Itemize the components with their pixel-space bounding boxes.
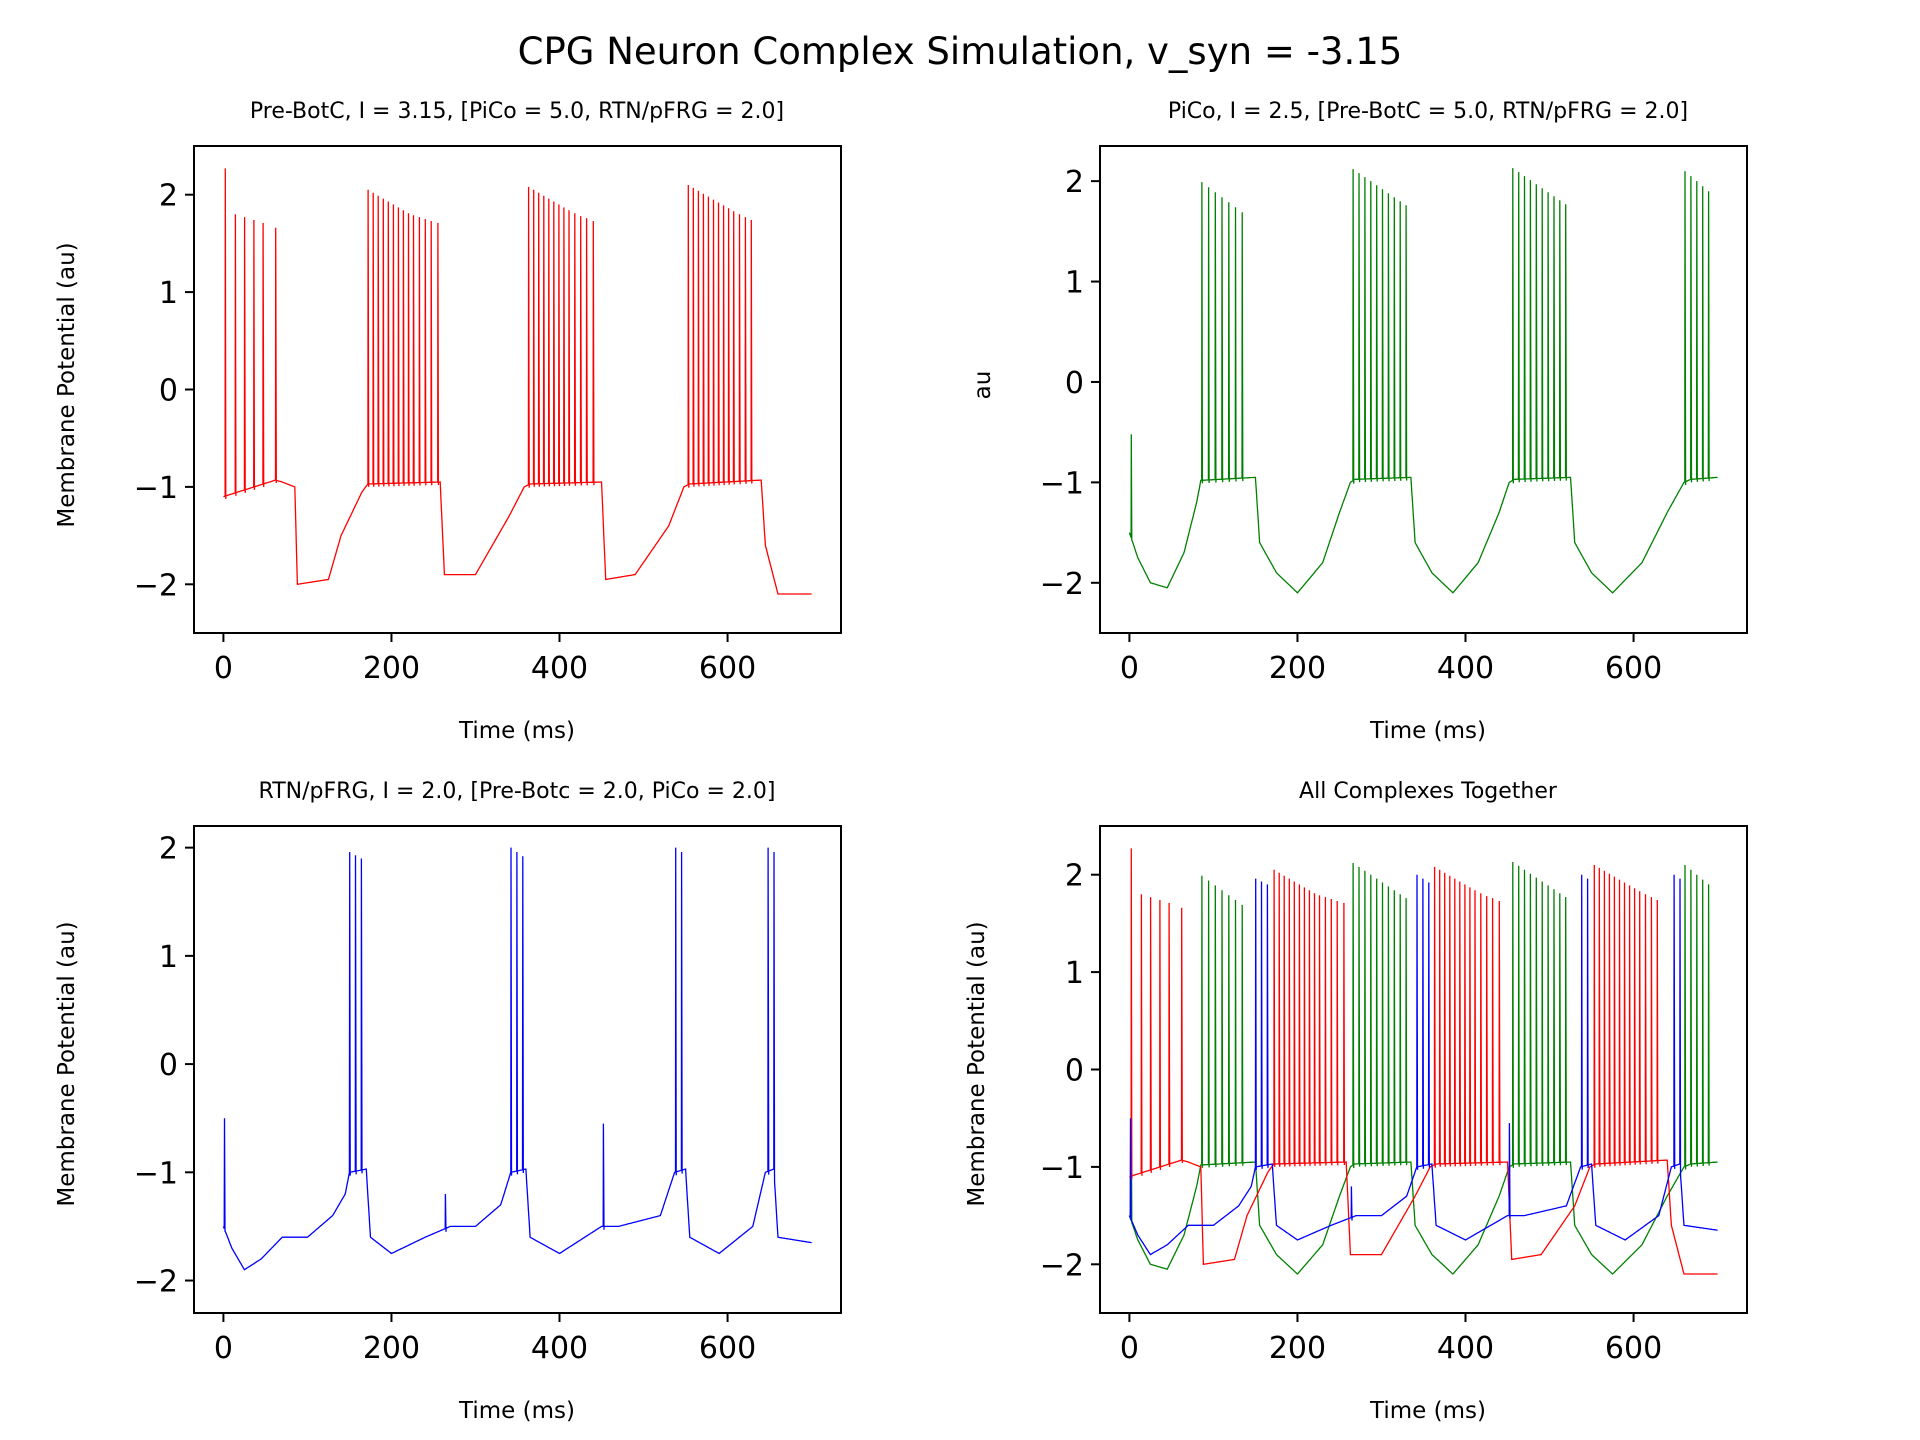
y-tick-label: −2 bbox=[134, 568, 178, 603]
panel-pre-botc-ylabel: Membrane Potential (au) bbox=[54, 242, 80, 527]
y-tick-label: −1 bbox=[134, 471, 178, 506]
panel-pre-botc-title: Pre-BotC, I = 3.15, [PiCo = 5.0, RTN/pFR… bbox=[250, 99, 784, 124]
x-tick-label: 600 bbox=[699, 651, 756, 686]
y-tick-label: 1 bbox=[1065, 956, 1084, 991]
y-tick-label: −2 bbox=[1040, 567, 1084, 602]
series-line-0 bbox=[1128, 168, 1718, 594]
x-tick-label: 0 bbox=[1120, 1331, 1139, 1366]
x-tick-label: 400 bbox=[531, 1331, 588, 1366]
y-tick-label: 2 bbox=[1065, 859, 1084, 894]
panel-pre-botc: Pre-BotC, I = 3.15, [PiCo = 5.0, RTN/pFR… bbox=[54, 99, 842, 744]
series-line-0 bbox=[222, 847, 812, 1271]
y-tick-label: 0 bbox=[159, 1048, 178, 1083]
panel-pico-title: PiCo, I = 2.5, [Pre-BotC = 5.0, RTN/pFRG… bbox=[1168, 99, 1688, 124]
x-tick-label: 600 bbox=[699, 1331, 756, 1366]
y-tick-label: −1 bbox=[134, 1156, 178, 1191]
x-tick-label: 400 bbox=[1437, 651, 1494, 686]
y-tick-label: 2 bbox=[159, 179, 178, 214]
panel-rtn-pfrg: RTN/pFRG, I = 2.0, [Pre-Botc = 2.0, PiCo… bbox=[54, 779, 842, 1424]
axes-frame bbox=[1099, 145, 1748, 634]
panel-pre-botc-xlabel: Time (ms) bbox=[458, 718, 575, 744]
x-tick-label: 200 bbox=[1269, 651, 1326, 686]
x-tick-label: 200 bbox=[363, 1331, 420, 1366]
panel-rtn-pfrg-title: RTN/pFRG, I = 2.0, [Pre-Botc = 2.0, PiCo… bbox=[259, 779, 776, 804]
y-tick-label: 2 bbox=[159, 832, 178, 867]
panel-all-ylabel: Membrane Potential (au) bbox=[964, 921, 990, 1206]
x-tick-label: 600 bbox=[1605, 1331, 1662, 1366]
panel-rtn-pfrg-xlabel: Time (ms) bbox=[458, 1398, 575, 1424]
x-tick-label: 200 bbox=[363, 651, 420, 686]
y-tick-label: 0 bbox=[159, 374, 178, 409]
panel-pico: PiCo, I = 2.5, [Pre-BotC = 5.0, RTN/pFRG… bbox=[970, 99, 1748, 744]
x-tick-label: 400 bbox=[531, 651, 588, 686]
panel-pre-botc-plot: 0 200 400 600 2 1 0 −1 −2 bbox=[134, 145, 842, 686]
series-line-0 bbox=[1128, 861, 1718, 1275]
series-line-2 bbox=[1128, 874, 1718, 1256]
panel-pico-xlabel: Time (ms) bbox=[1369, 718, 1486, 744]
x-tick-label: 0 bbox=[214, 651, 233, 686]
x-tick-label: 0 bbox=[1120, 651, 1139, 686]
y-tick-label: −2 bbox=[134, 1265, 178, 1300]
panel-pico-ylabel: au bbox=[970, 371, 996, 400]
y-tick-label: 0 bbox=[1065, 366, 1084, 401]
axes-frame bbox=[193, 145, 842, 634]
y-tick-label: −2 bbox=[1040, 1248, 1084, 1283]
x-tick-label: 400 bbox=[1437, 1331, 1494, 1366]
x-tick-label: 0 bbox=[214, 1331, 233, 1366]
y-tick-label: 1 bbox=[159, 940, 178, 975]
x-tick-label: 600 bbox=[1605, 651, 1662, 686]
y-tick-label: −1 bbox=[1040, 1151, 1084, 1186]
series-line-1 bbox=[1129, 848, 1718, 1275]
panel-all-plot: 0 200 400 600 2 1 0 −1 −2 bbox=[1040, 825, 1748, 1366]
panel-all-xlabel: Time (ms) bbox=[1369, 1398, 1486, 1424]
y-tick-label: 1 bbox=[159, 276, 178, 311]
figure-title: CPG Neuron Complex Simulation, v_syn = -… bbox=[518, 30, 1403, 73]
axes-frame bbox=[193, 825, 842, 1314]
panel-all: All Complexes Together 0 200 400 600 2 1 0 −1 −2… bbox=[964, 779, 1748, 1424]
panel-pico-plot: 0 200 400 600 2 1 0 −1 −2 bbox=[1040, 145, 1748, 686]
panel-rtn-pfrg-plot: 0 200 400 600 2 1 0 −1 −2 bbox=[134, 825, 842, 1366]
y-tick-label: 1 bbox=[1065, 266, 1084, 301]
series-line-0 bbox=[223, 168, 812, 595]
panel-rtn-pfrg-ylabel: Membrane Potential (au) bbox=[54, 921, 80, 1206]
x-tick-label: 200 bbox=[1269, 1331, 1326, 1366]
y-tick-label: 2 bbox=[1065, 165, 1084, 200]
y-tick-label: −1 bbox=[1040, 466, 1084, 501]
panel-all-title: All Complexes Together bbox=[1299, 779, 1558, 804]
y-tick-label: 0 bbox=[1065, 1054, 1084, 1089]
